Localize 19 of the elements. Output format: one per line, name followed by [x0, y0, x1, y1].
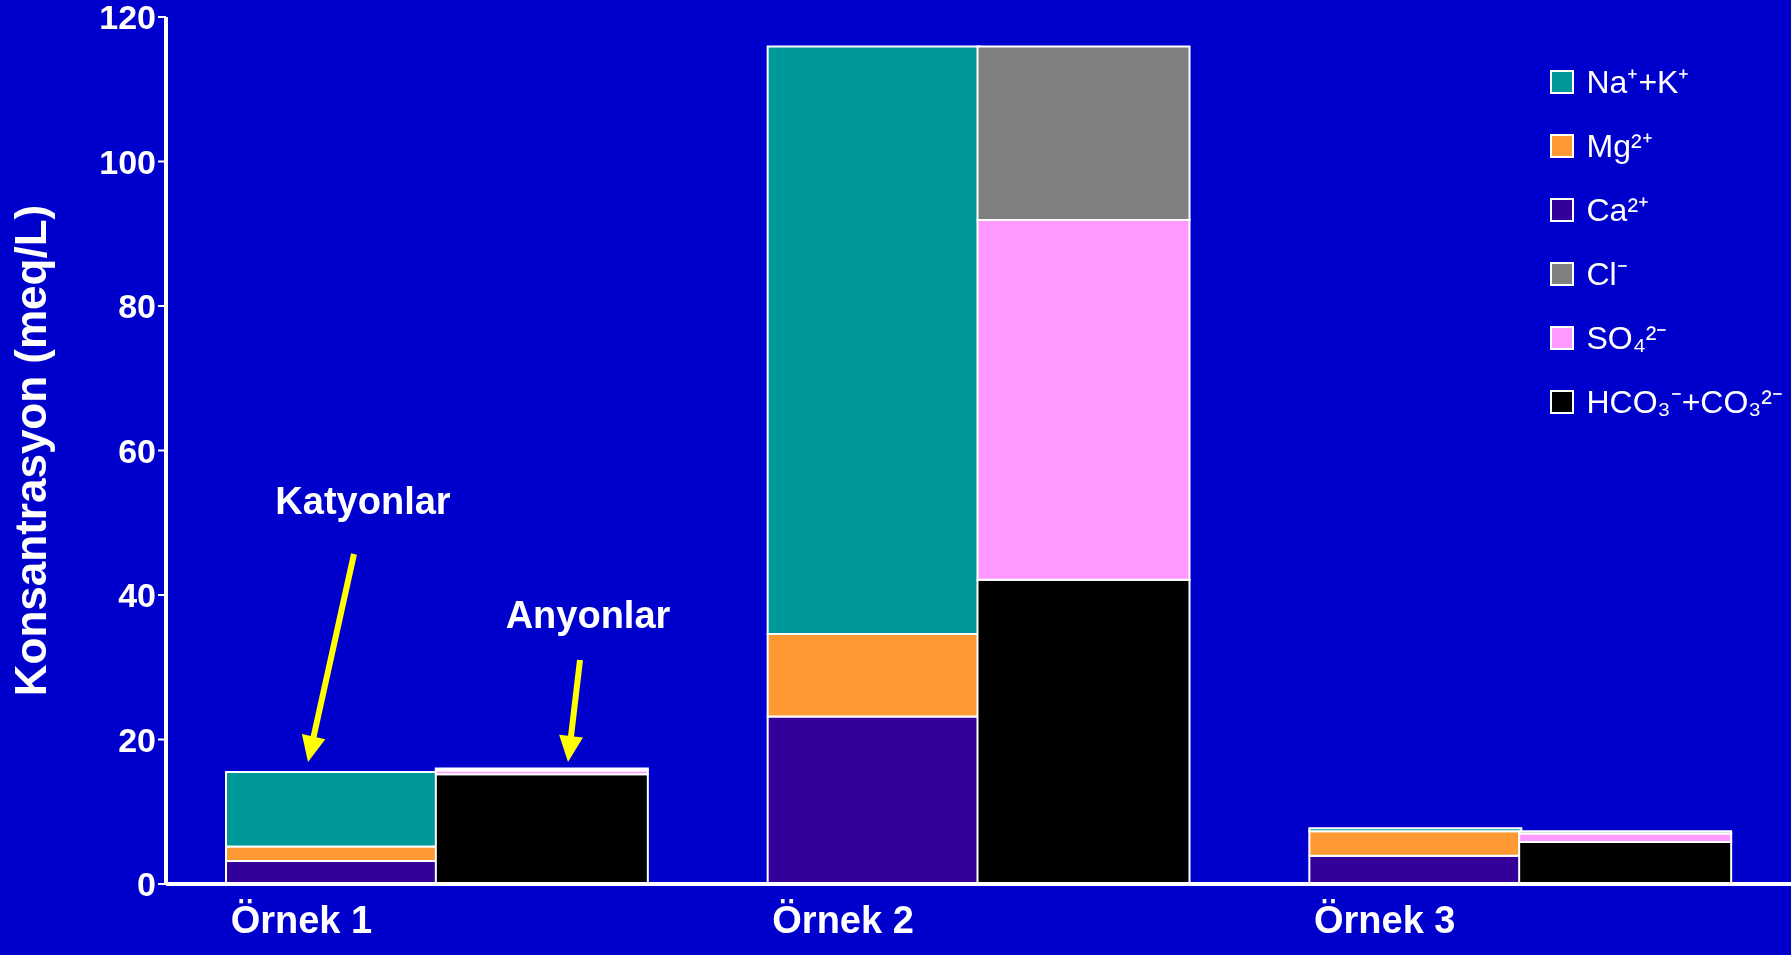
- legend-label: Na⁺+K⁺: [1586, 63, 1690, 102]
- annotation: Katyonlar: [275, 480, 451, 522]
- y-axis-title: Konsantrasyon (meq/L): [5, 204, 55, 697]
- y-tick-label: 0: [137, 865, 156, 904]
- legend-label: Cl⁻: [1586, 255, 1628, 294]
- y-tick-label: 40: [118, 576, 156, 615]
- x-tick-label: Örnek 2: [772, 898, 914, 941]
- x-tick-label: Örnek 3: [1313, 898, 1456, 941]
- y-tick-label: 100: [99, 142, 156, 181]
- x-tick-label: Örnek 1: [230, 898, 373, 941]
- y-tick-label: 80: [118, 287, 156, 326]
- y-tick-label: 20: [118, 720, 156, 759]
- legend-label: HCO₃⁻+CO₃²⁻: [1586, 383, 1783, 422]
- legend-label: Mg²⁺: [1586, 127, 1653, 166]
- annotation: Anyonlar: [505, 594, 671, 636]
- legend-label: Ca²⁺: [1586, 191, 1650, 230]
- y-tick-label: 120: [99, 0, 156, 37]
- y-tick-label: 60: [118, 431, 156, 470]
- legend-label: SO₄²⁻: [1586, 319, 1668, 358]
